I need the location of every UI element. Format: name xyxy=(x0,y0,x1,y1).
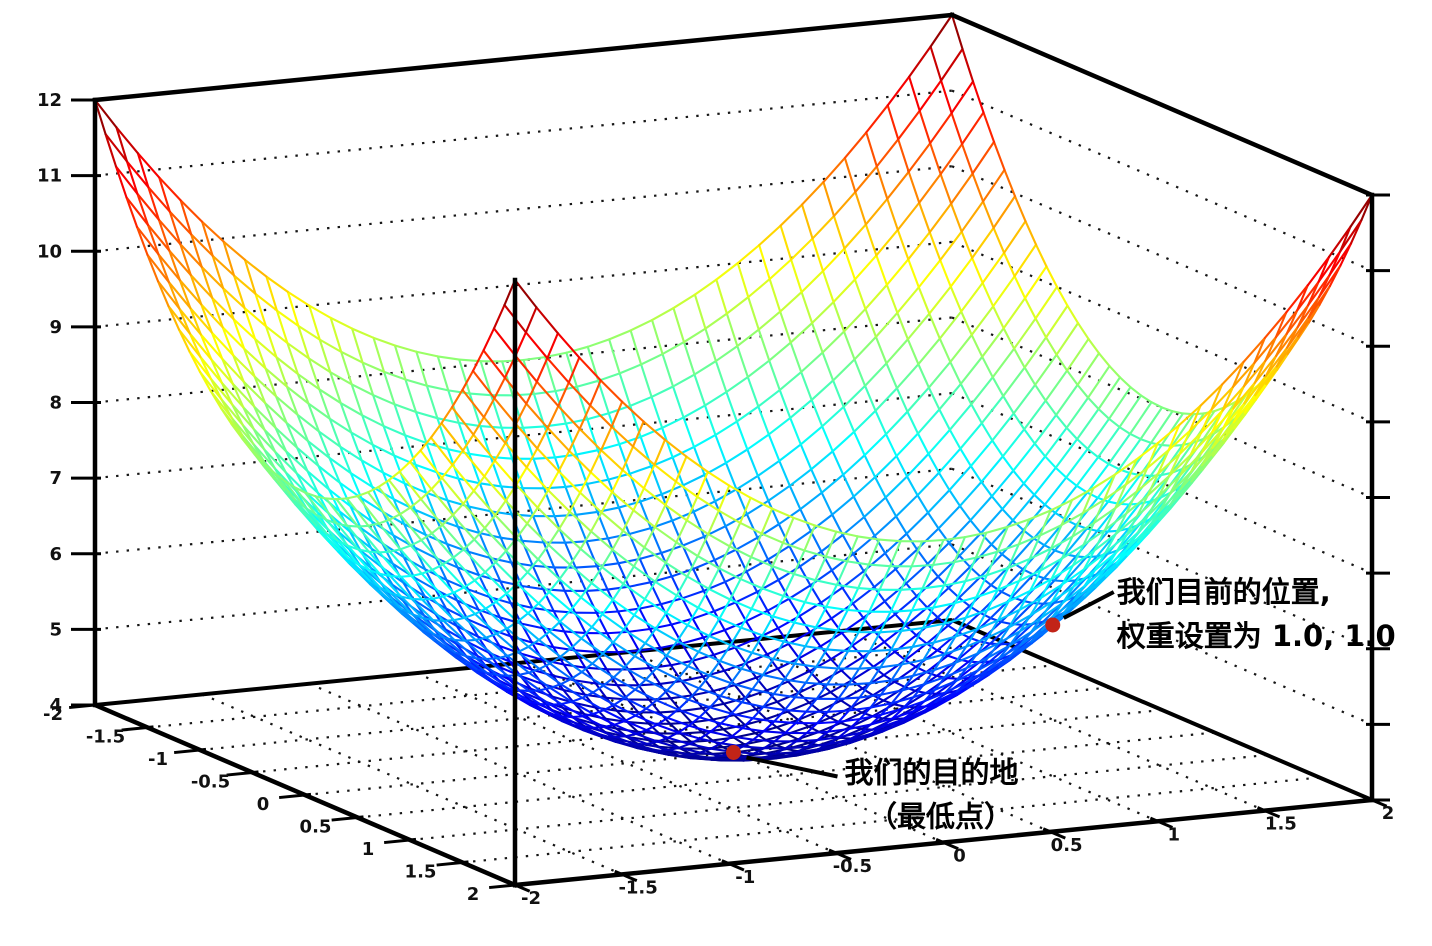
y-tick xyxy=(68,702,102,710)
z-axis-tick-label: 11 xyxy=(37,166,62,187)
z-axis-tick-label: 9 xyxy=(49,317,62,338)
floor-gridline xyxy=(415,672,837,855)
x-tick xyxy=(828,848,852,861)
annotation-marker-dot xyxy=(726,745,741,760)
annotation-leader-line xyxy=(1062,590,1115,620)
floor-gridline xyxy=(201,693,623,876)
wall-gridline xyxy=(951,392,1373,575)
annotation-marker-dot xyxy=(1045,617,1061,633)
y-axis-tick-label: 2 xyxy=(467,884,480,905)
z-axis-tick-label: 5 xyxy=(49,619,62,640)
annotations: 我们目前的位置, 权重设置为 1.0, 1.0 我们的目的地 （最低点） xyxy=(726,575,1396,834)
y-tick xyxy=(121,725,154,732)
annotation-text: （最低点） xyxy=(868,800,1013,834)
x-tick xyxy=(614,869,638,883)
wall-gridline xyxy=(94,89,953,177)
x-tick xyxy=(1256,806,1281,819)
y-axis-tick-label: 1.5 xyxy=(405,862,437,883)
y-tick xyxy=(278,792,312,800)
x-axis-tick-label: 0.5 xyxy=(1051,835,1083,856)
x-tick xyxy=(1364,795,1388,808)
top-right-edge xyxy=(949,12,1375,198)
x-tick xyxy=(1042,827,1066,840)
x-tick xyxy=(935,837,959,851)
wall-gridline xyxy=(94,240,953,328)
wireframe-mesh xyxy=(93,13,1374,762)
floor-gridline xyxy=(844,629,1266,812)
x-axis-tick-label: -0.5 xyxy=(833,856,872,877)
x-tick xyxy=(1149,816,1174,829)
z-axis-tick-label: 10 xyxy=(37,241,62,262)
axis-ticks xyxy=(68,98,1390,893)
top-back-edge xyxy=(92,12,955,103)
x-tick xyxy=(507,880,531,893)
annotation-leader-line xyxy=(746,755,838,779)
floor-gridline xyxy=(357,731,1215,819)
y-tick xyxy=(331,815,364,822)
y-axis-tick-label: -1 xyxy=(148,749,168,770)
floor-gridline xyxy=(409,753,1268,842)
wall-gridline xyxy=(951,316,1373,499)
floor-gridline xyxy=(308,682,730,865)
x-axis-tick-label: -1.5 xyxy=(618,877,657,898)
y-axis-tick-label: -2 xyxy=(43,704,63,725)
z-axis-tick-label: 7 xyxy=(49,468,62,489)
z-axis-tick-label: 4 xyxy=(49,695,62,716)
floor-gridline xyxy=(630,650,1052,833)
annotation-text: 我们的目的地 xyxy=(845,756,1019,790)
x-tick xyxy=(721,859,745,872)
y-axis-tick-label: -0.5 xyxy=(191,772,230,793)
y-axis-tick-label: -1.5 xyxy=(86,727,125,748)
z-axis-tick-label: 8 xyxy=(49,393,62,414)
wall-gridline xyxy=(951,467,1373,650)
y-tick xyxy=(383,837,417,845)
x-axis-tick-label: 2 xyxy=(1382,803,1395,824)
z-axis-tick-label: 12 xyxy=(37,90,62,111)
wall-gridline xyxy=(951,89,1373,272)
wall-gridline xyxy=(951,165,1373,348)
y-axis-tick-label: 0.5 xyxy=(300,817,332,838)
y-tick xyxy=(436,860,469,867)
x-axis-tick-label: 0 xyxy=(953,846,966,867)
y-axis-tick-label: 1 xyxy=(362,839,375,860)
x-axis-tick-label: -2 xyxy=(521,888,541,909)
wall-gridline xyxy=(951,240,1373,423)
floor-back-edge xyxy=(94,618,953,707)
x-axis-tick-label: 1.5 xyxy=(1265,814,1297,835)
y-axis-tick-label: 0 xyxy=(257,794,270,815)
y-tick xyxy=(173,747,207,755)
x-axis-tick-label: 1 xyxy=(1167,824,1180,845)
x-axis-tick-label: -1 xyxy=(735,867,755,888)
wall-gridline xyxy=(94,165,953,253)
z-axis-tick-label: 6 xyxy=(49,544,62,565)
annotation-text: 权重设置为 1.0, 1.0 xyxy=(1116,619,1396,653)
y-tick xyxy=(226,770,259,777)
annotation-text: 我们目前的位置, xyxy=(1117,575,1331,609)
